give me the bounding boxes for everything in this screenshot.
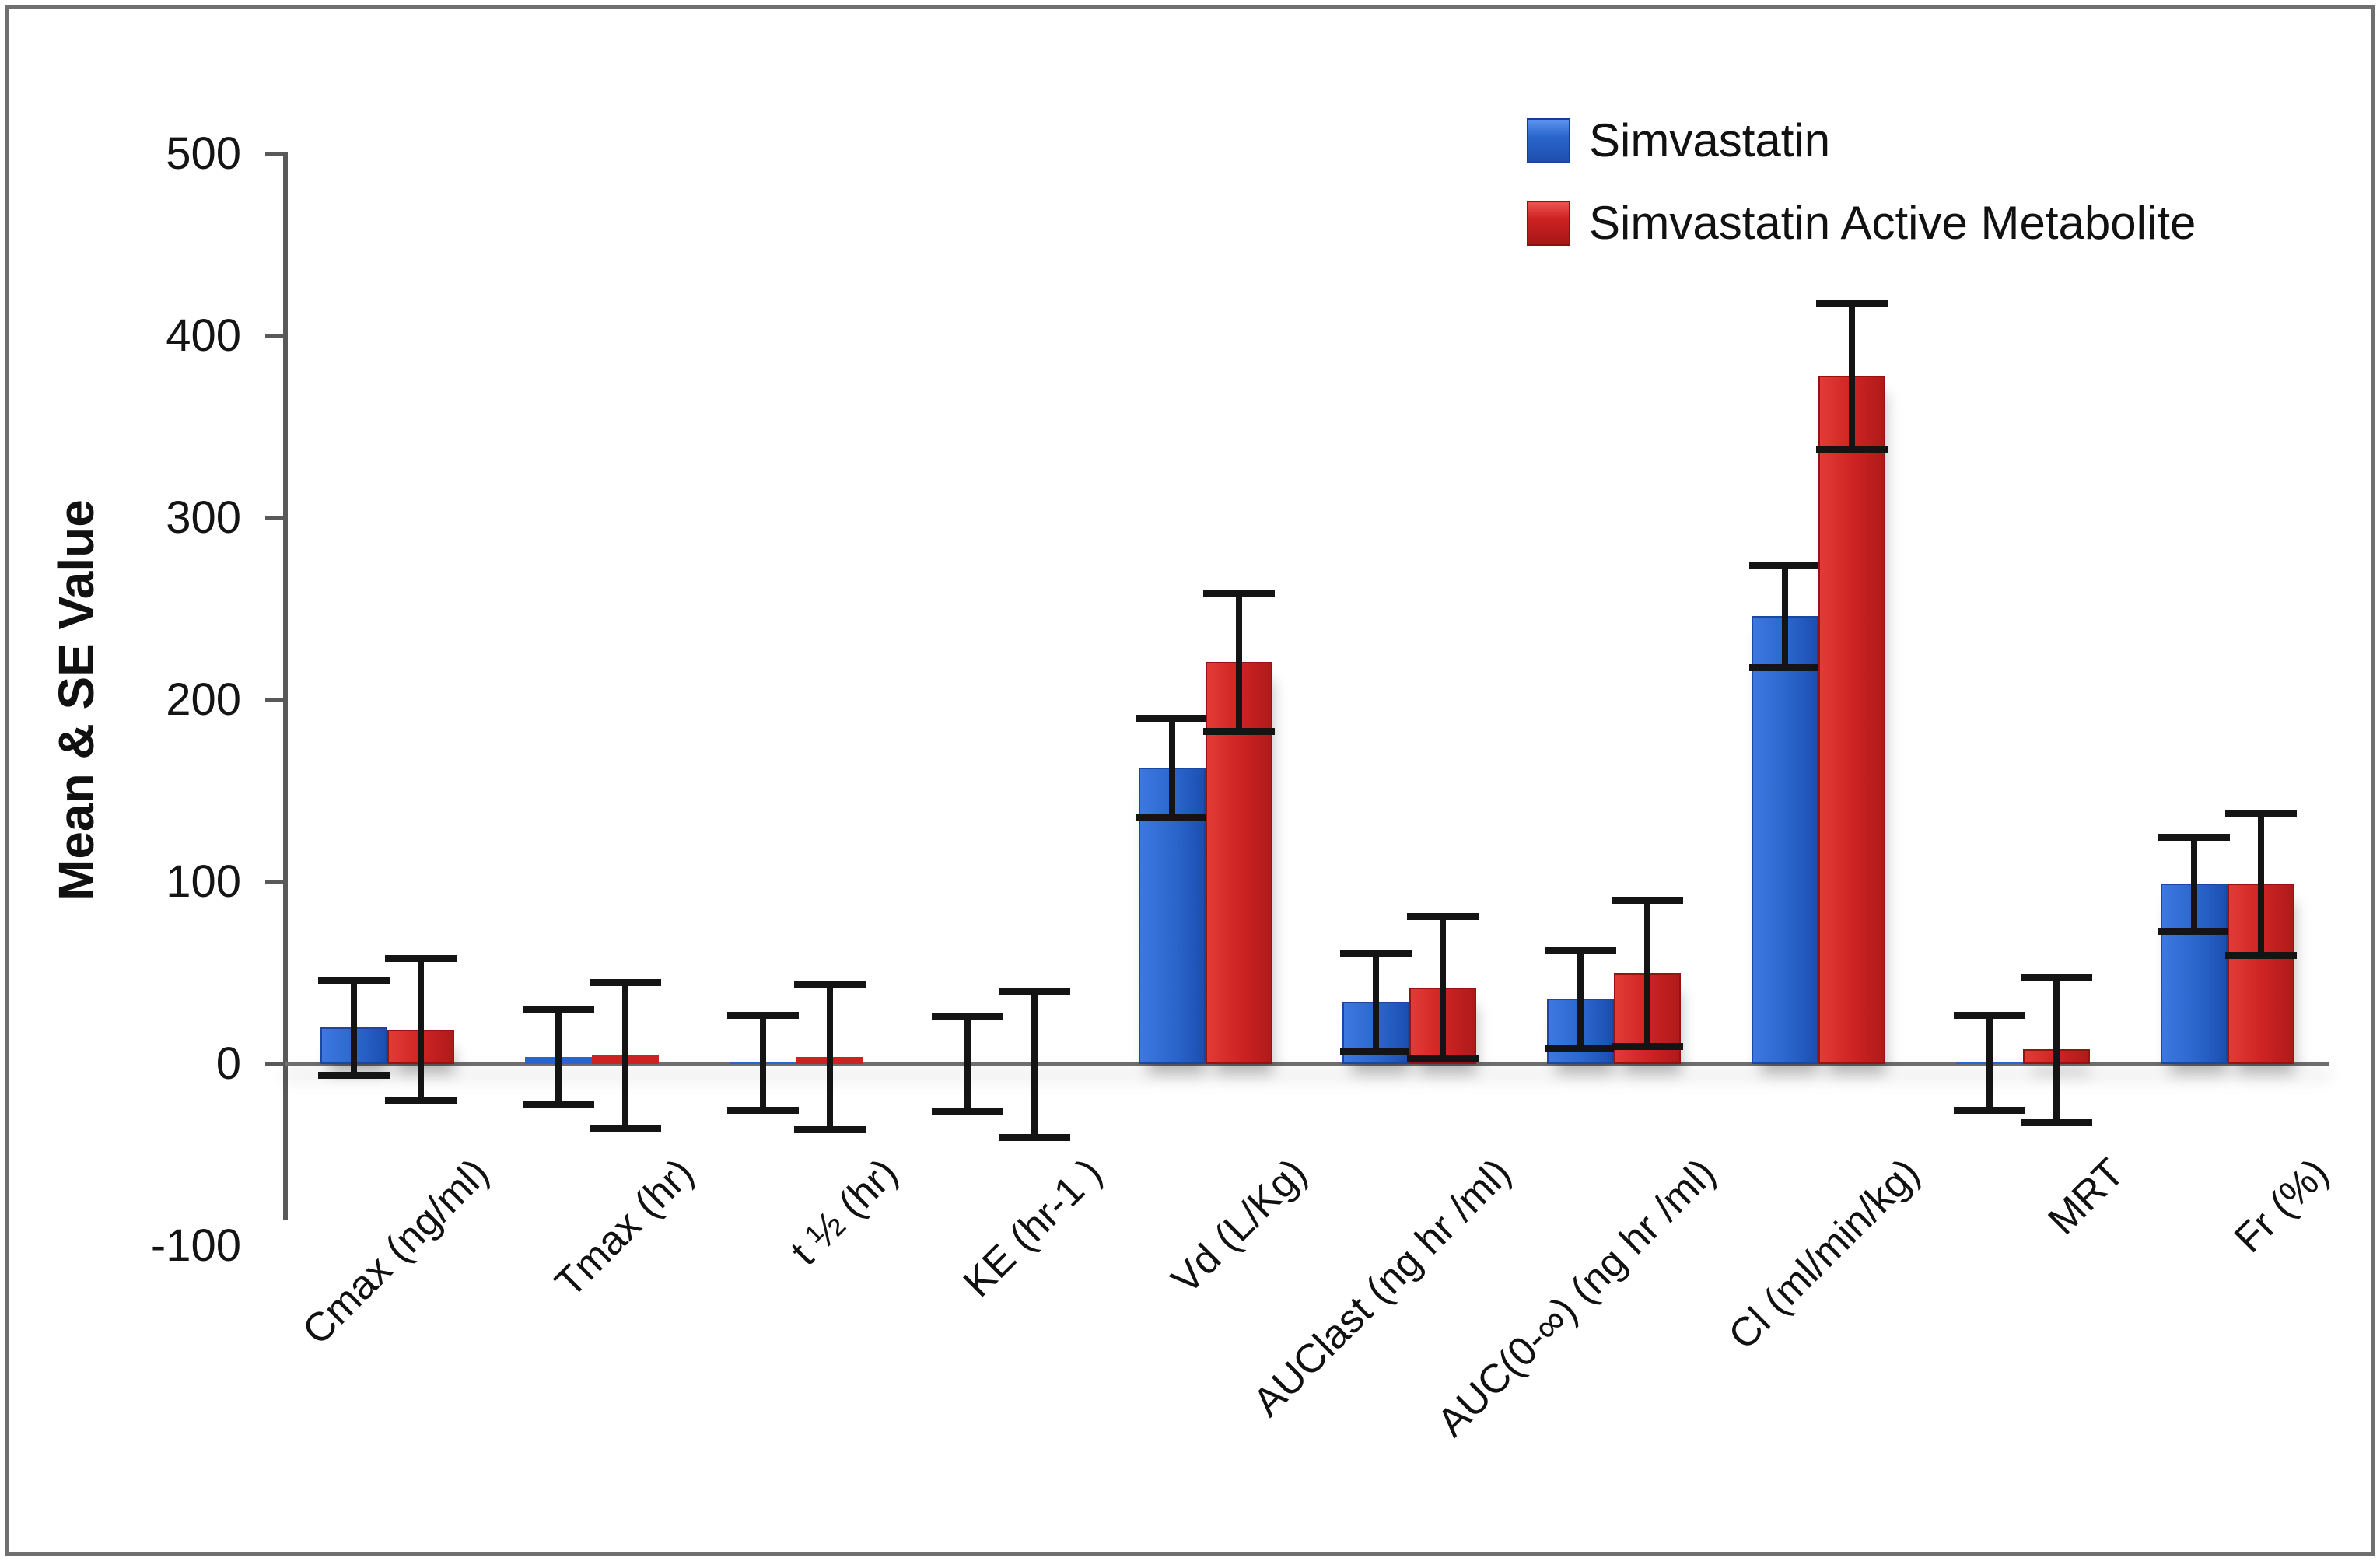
y-axis-line	[283, 152, 288, 1220]
error-bar-cap-bottom	[2020, 1118, 2092, 1126]
error-bar-cap-bottom	[1407, 1055, 1479, 1062]
x-axis-category-label: t ½ (hr)	[782, 1150, 907, 1275]
error-bar-metabolite	[827, 984, 833, 1130]
error-bar-cap-bottom	[998, 1133, 1070, 1141]
error-bar-simvastatin	[2190, 836, 2197, 932]
error-bar-cap-top	[1816, 299, 1888, 307]
error-bar-simvastatin	[351, 980, 358, 1076]
y-axis-tick-label: 200	[166, 674, 241, 725]
y-axis-tick-label: 300	[166, 492, 241, 543]
error-bar-cap-bottom	[523, 1101, 595, 1108]
error-bar-simvastatin	[555, 1009, 562, 1104]
error-bar-cap-top	[2158, 833, 2230, 841]
error-bar-cap-bottom	[1340, 1048, 1412, 1055]
error-bar-simvastatin	[1782, 565, 1788, 667]
error-bar-cap-bottom	[1816, 446, 1888, 453]
legend-label-simvastatin: Simvastatin	[1589, 114, 1831, 166]
error-bar-cap-bottom	[2158, 928, 2230, 936]
legend-swatch-simvastatin-active-metabolite	[1527, 201, 1570, 246]
error-bar-metabolite	[1644, 900, 1651, 1046]
x-axis-baseline	[283, 1062, 2329, 1066]
error-bar-cap-bottom	[1545, 1044, 1617, 1052]
error-bar-metabolite	[622, 982, 629, 1128]
legend-swatch-simvastatin	[1527, 118, 1570, 163]
error-bar-simvastatin	[760, 1014, 766, 1110]
error-bar-metabolite	[1235, 592, 1242, 731]
legend-label-simvastatin-active-metabolite: Simvastatin Active Metabolite	[1589, 197, 2196, 249]
x-axis-category-label: MRT	[2039, 1150, 2133, 1244]
legend-item-simvastatin: Simvastatin	[1527, 117, 2196, 165]
legend-item-simvastatin-active-metabolite: Simvastatin Active Metabolite	[1527, 199, 2196, 247]
x-axis-category-label: Tmax (hr)	[546, 1150, 702, 1307]
error-bar-cap-top	[998, 988, 1070, 996]
error-bar-simvastatin	[1168, 718, 1175, 817]
x-axis-category-label: KE (hr-1 )	[955, 1150, 1111, 1307]
error-bar-cap-bottom	[1749, 663, 1821, 671]
y-axis-tick-mark	[265, 152, 285, 156]
error-bar-cap-bottom	[1953, 1106, 2025, 1114]
error-bar-cap-top	[590, 978, 662, 986]
error-bar-simvastatin	[1577, 949, 1584, 1048]
y-axis-tick-mark	[265, 334, 285, 338]
error-bar-simvastatin	[1373, 953, 1380, 1052]
error-bar-simvastatin	[1986, 1014, 1993, 1110]
error-bar-cap-bottom	[318, 1072, 390, 1080]
error-bar-cap-top	[318, 977, 390, 985]
error-bar-cap-bottom	[590, 1124, 662, 1132]
y-axis-tick-label: 100	[166, 856, 241, 907]
error-bar-cap-bottom	[1612, 1042, 1684, 1050]
error-bar-simvastatin	[964, 1017, 971, 1111]
error-bar-cap-bottom	[1136, 813, 1208, 821]
error-bar-cap-top	[1202, 589, 1275, 597]
error-bar-cap-top	[1612, 897, 1684, 905]
error-bar-cap-top	[727, 1011, 799, 1019]
y-axis-tick-label: 400	[166, 310, 241, 361]
x-axis-category-label: Cl (ml/min/kg)	[1720, 1150, 1929, 1359]
y-axis-tick-label: 500	[166, 128, 241, 179]
error-bar-metabolite	[2257, 813, 2264, 955]
error-bar-cap-top	[523, 1006, 595, 1013]
error-bar-cap-top	[1136, 715, 1208, 723]
y-axis-tick-mark	[265, 698, 285, 702]
error-bar-metabolite	[1031, 991, 1038, 1137]
bar-metabolite	[1818, 376, 1885, 1064]
error-bar-cap-bottom	[1202, 727, 1275, 735]
y-axis-tick-mark	[265, 1062, 285, 1066]
x-axis-category-label: Fr (%)	[2226, 1150, 2338, 1262]
error-bar-cap-bottom	[794, 1126, 866, 1134]
error-bar-cap-bottom	[931, 1108, 1003, 1115]
error-bar-cap-bottom	[727, 1106, 799, 1114]
y-axis-tick-mark	[265, 516, 285, 520]
error-bar-cap-top	[1340, 950, 1412, 957]
error-bar-cap-top	[1953, 1011, 2025, 1019]
bar-simvastatin	[1752, 616, 1818, 1064]
error-bar-cap-top	[794, 981, 866, 989]
y-axis-tick-label: -100	[150, 1220, 241, 1271]
y-axis-tick-label: 0	[215, 1038, 241, 1089]
error-bar-cap-top	[385, 955, 457, 963]
x-axis-category-label: Cmax (ng/ml)	[294, 1150, 499, 1354]
y-axis-tick-mark	[265, 880, 285, 884]
error-bar-cap-top	[1545, 946, 1617, 954]
error-bar-cap-top	[931, 1013, 1003, 1021]
error-bar-cap-top	[1407, 913, 1479, 921]
error-bar-cap-top	[2020, 973, 2092, 981]
x-axis-category-label: Vd (L/Kg)	[1162, 1150, 1316, 1304]
error-bar-metabolite	[1440, 916, 1447, 1059]
legend: Simvastatin Simvastatin Active Metabolit…	[1527, 117, 2196, 282]
error-bar-cap-top	[2224, 810, 2297, 817]
error-bar-metabolite	[1849, 303, 1855, 450]
error-bar-metabolite	[418, 958, 425, 1101]
error-bar-cap-top	[1749, 562, 1821, 569]
error-bar-cap-bottom	[2224, 951, 2297, 959]
error-bar-cap-bottom	[385, 1097, 457, 1104]
error-bar-metabolite	[2053, 976, 2060, 1122]
